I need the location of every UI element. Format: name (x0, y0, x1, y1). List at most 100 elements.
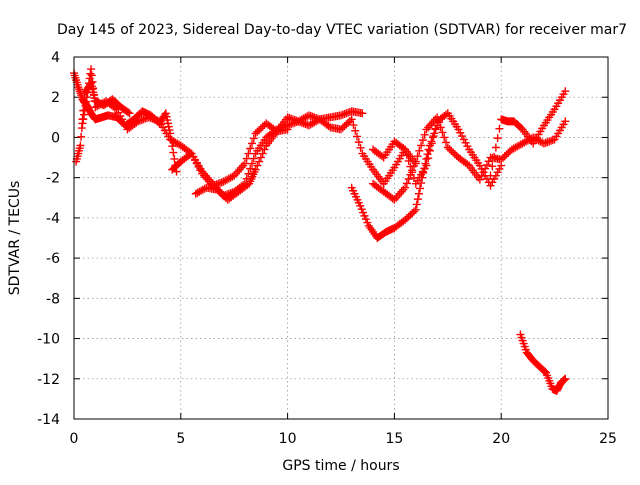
data-point (561, 87, 570, 96)
data-point (482, 160, 491, 169)
data-point (416, 184, 425, 193)
data-point (251, 165, 260, 174)
data-points (70, 65, 570, 395)
data-point (399, 144, 408, 153)
data-point (433, 113, 442, 122)
data-point (353, 132, 362, 141)
data-point (82, 97, 91, 106)
data-point (246, 164, 255, 173)
series-arc7 (369, 109, 506, 190)
data-point (431, 124, 440, 133)
data-point (418, 136, 427, 145)
data-point (406, 170, 415, 179)
data-point (246, 144, 255, 153)
data-point (358, 109, 367, 118)
data-point (354, 138, 363, 147)
data-point (255, 157, 264, 166)
data-point (415, 146, 424, 155)
data-point (349, 121, 358, 130)
data-point (160, 110, 169, 119)
data-point (77, 132, 86, 141)
data-point (477, 171, 486, 180)
y-tick-label: -14 (37, 412, 60, 428)
y-tick-label: -12 (37, 372, 60, 388)
y-axis-label: SDTVAR / TECUs (7, 181, 23, 296)
data-point (402, 151, 411, 160)
data-point (283, 125, 292, 134)
x-tick-label: 5 (176, 431, 185, 447)
data-point (424, 145, 433, 154)
data-point (81, 101, 90, 110)
data-point (479, 168, 488, 177)
series-arc8 (369, 113, 570, 204)
x-tick-label: 10 (279, 431, 297, 447)
y-tick-label: -10 (37, 332, 60, 348)
data-point (420, 130, 429, 139)
data-point (490, 152, 499, 161)
chart-title: Day 145 of 2023, Sidereal Day-to-day VTE… (57, 22, 627, 38)
data-point (77, 124, 86, 133)
data-point (169, 148, 178, 157)
data-point (424, 154, 433, 163)
data-point (417, 141, 426, 150)
data-point (409, 207, 418, 216)
data-point (79, 115, 88, 124)
series-arc5 (191, 125, 292, 204)
data-point (258, 149, 267, 158)
data-point (242, 154, 251, 163)
data-point (413, 152, 422, 161)
data-point (411, 205, 420, 214)
data-point (402, 179, 411, 188)
data-point (76, 141, 85, 150)
data-point (463, 160, 472, 169)
data-point (345, 117, 354, 126)
x-tick-label: 15 (385, 431, 403, 447)
x-tick-label: 25 (599, 431, 617, 447)
data-point (248, 159, 256, 168)
data-point (87, 65, 96, 74)
data-point (481, 164, 490, 173)
data-point (89, 84, 98, 93)
data-point (377, 152, 386, 161)
data-point (442, 138, 451, 147)
data-point (78, 119, 87, 128)
data-point (110, 103, 119, 112)
y-tick-label: -8 (46, 291, 60, 307)
data-point (87, 71, 96, 80)
data-point (401, 145, 410, 154)
data-point (80, 106, 89, 115)
data-point (125, 109, 134, 118)
data-point (436, 123, 445, 132)
data-point (401, 183, 410, 192)
data-point (82, 93, 91, 102)
data-point (561, 117, 570, 126)
data-point (475, 175, 484, 184)
series-arc9 (486, 87, 570, 180)
data-point (429, 132, 438, 141)
plot-frame (73, 56, 609, 420)
series-arc1 (70, 69, 181, 176)
data-point (248, 139, 256, 148)
y-tick-label: 2 (51, 90, 60, 106)
data-point (88, 77, 97, 86)
data-point (442, 110, 451, 119)
grid-lines (74, 57, 608, 419)
y-tick-label: -2 (46, 171, 60, 187)
data-point (84, 79, 93, 88)
data-point (428, 133, 437, 142)
data-point (561, 374, 570, 383)
data-point (124, 108, 133, 117)
data-point (422, 161, 431, 170)
data-point (426, 146, 434, 155)
x-tick-label: 20 (492, 431, 510, 447)
y-tick-label: -6 (46, 251, 60, 267)
data-point (79, 110, 88, 119)
data-point (347, 115, 356, 124)
x-axis-label: GPS time / hours (282, 458, 399, 474)
data-point (409, 161, 418, 170)
data-point (486, 171, 495, 180)
data-point (414, 189, 423, 198)
